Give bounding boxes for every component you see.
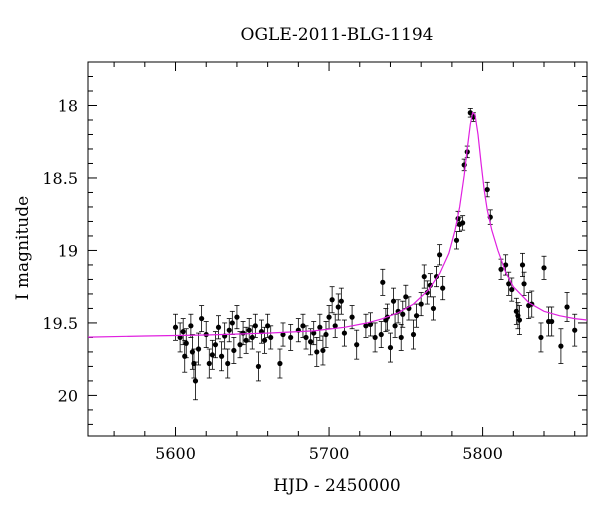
data-point (255, 363, 262, 370)
data-point (237, 342, 243, 348)
data-point (367, 321, 374, 327)
data-point (177, 334, 183, 341)
y-tick-label: 20 (58, 386, 78, 405)
data-point (572, 327, 578, 333)
y-axis-label: I magnitude (13, 196, 33, 300)
data-point (564, 304, 570, 310)
data-point (311, 330, 317, 336)
data-point (229, 320, 235, 326)
data-point (323, 331, 329, 338)
data-point (209, 352, 215, 358)
data-point (363, 323, 369, 329)
x-tick-label: 5700 (309, 444, 350, 463)
data-point (183, 340, 189, 346)
data-point (378, 331, 384, 338)
data-point (226, 327, 232, 333)
data-point (421, 273, 427, 280)
data-point (240, 330, 246, 336)
data-point (453, 237, 460, 243)
data-point (280, 331, 286, 338)
y-tick-label: 18 (58, 96, 78, 115)
data-point (498, 266, 504, 272)
data-point (354, 342, 360, 348)
data-point (437, 252, 443, 258)
data-point (172, 324, 179, 330)
x-tick-label: 5600 (155, 444, 196, 463)
data-point (246, 327, 252, 333)
model-curve (88, 111, 587, 338)
data-point (314, 349, 320, 355)
data-point (467, 110, 473, 116)
data-point (300, 323, 306, 329)
data-point (199, 315, 205, 322)
data-point (317, 324, 323, 330)
data-point (231, 347, 237, 354)
data-point (225, 360, 231, 367)
data-point (372, 334, 378, 341)
data-point (424, 289, 430, 296)
y-tick-label: 19.5 (42, 314, 78, 333)
data-point (212, 342, 219, 348)
data-point (538, 334, 544, 341)
data-point (387, 344, 394, 351)
data-point (249, 334, 255, 341)
data-point (516, 317, 523, 323)
data-point (390, 298, 397, 304)
data-point (418, 301, 424, 307)
data-point (413, 313, 420, 319)
data-point (400, 311, 406, 317)
data-point (180, 329, 186, 335)
data-point (392, 323, 398, 329)
data-point (335, 304, 341, 310)
y-tick-label: 19 (58, 241, 78, 260)
data-point (308, 339, 314, 345)
data-point (521, 281, 527, 287)
data-point (206, 360, 212, 367)
data-point (430, 305, 437, 312)
data-point (380, 279, 386, 285)
chart-title: OGLE-2011-BLG-1194 (241, 25, 434, 45)
plot-area: 5600 5700 5800 18 18.5 19 19.5 20 (42, 61, 588, 463)
data-point (277, 360, 283, 367)
data-point (341, 330, 348, 336)
data-point (326, 314, 332, 320)
data-point (252, 323, 258, 329)
y-tick-label: 18.5 (42, 169, 78, 188)
plot-frame (87, 61, 588, 437)
data-point (320, 347, 326, 354)
data-point (265, 323, 271, 329)
data-point (398, 334, 404, 341)
data-point (519, 262, 526, 268)
x-tick-label: 5800 (462, 444, 503, 463)
data-point (218, 353, 225, 359)
x-axis-label: HJD - 2450000 (273, 476, 401, 496)
data-point (541, 265, 547, 271)
data-point (288, 334, 294, 341)
data-point (329, 297, 335, 303)
data-point (558, 343, 564, 349)
data-point (506, 281, 512, 287)
data-point (484, 186, 490, 193)
data-point (195, 346, 202, 352)
data-point (549, 318, 555, 325)
data-point (410, 331, 417, 338)
data-point (503, 262, 509, 268)
data-point (403, 294, 409, 300)
data-point (427, 282, 433, 288)
data-point (440, 285, 446, 291)
data-point (192, 378, 199, 384)
data-point (215, 324, 222, 330)
data-point (332, 323, 338, 329)
data-point (234, 314, 240, 320)
data-point (338, 298, 344, 304)
data-point (268, 334, 274, 341)
data-point (188, 323, 194, 329)
data-point (261, 337, 268, 343)
data-point (349, 314, 355, 320)
data-point (509, 286, 515, 293)
data-point (303, 334, 309, 341)
data-point (460, 220, 466, 226)
